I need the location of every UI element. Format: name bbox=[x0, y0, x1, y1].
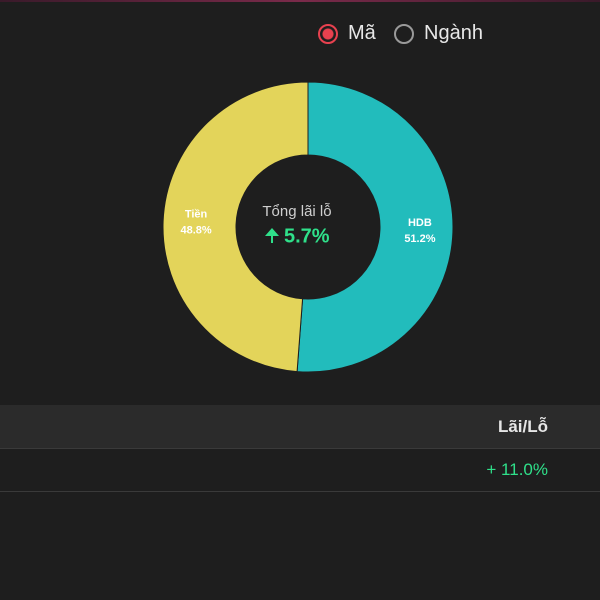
slice bbox=[296, 81, 454, 373]
center-title: Tổng lãi lỗ bbox=[262, 203, 331, 220]
radio-unselected[interactable] bbox=[394, 23, 414, 44]
radio-option[interactable]: Ngành bbox=[394, 22, 483, 45]
top-bar bbox=[0, 0, 600, 2]
table-row[interactable]: + 11.0% bbox=[0, 449, 600, 492]
slice bbox=[162, 81, 309, 373]
table-header: Lãi/Lỗ bbox=[0, 405, 600, 449]
radio-label[interactable]: Mã bbox=[348, 22, 376, 44]
row-cell: + 11.0% bbox=[486, 460, 548, 479]
radio-label[interactable]: Ngành bbox=[424, 22, 483, 44]
center-value: 5.7% bbox=[284, 225, 330, 247]
slice-label: HDB bbox=[408, 217, 432, 229]
radio-selected[interactable] bbox=[318, 23, 338, 44]
header-cell: Lãi/Lỗ bbox=[497, 416, 548, 436]
slice-value-label: 48.8% bbox=[180, 225, 211, 237]
slice-value-label: 51.2% bbox=[404, 233, 435, 245]
donut-chart: Tổng lãi lỗ 5.7% HDB 51.2% Tiền 48.8% bbox=[162, 81, 454, 373]
radio-option[interactable]: Mã bbox=[318, 22, 376, 45]
slice-label: Tiền bbox=[185, 209, 208, 221]
up-arrow bbox=[265, 228, 279, 243]
